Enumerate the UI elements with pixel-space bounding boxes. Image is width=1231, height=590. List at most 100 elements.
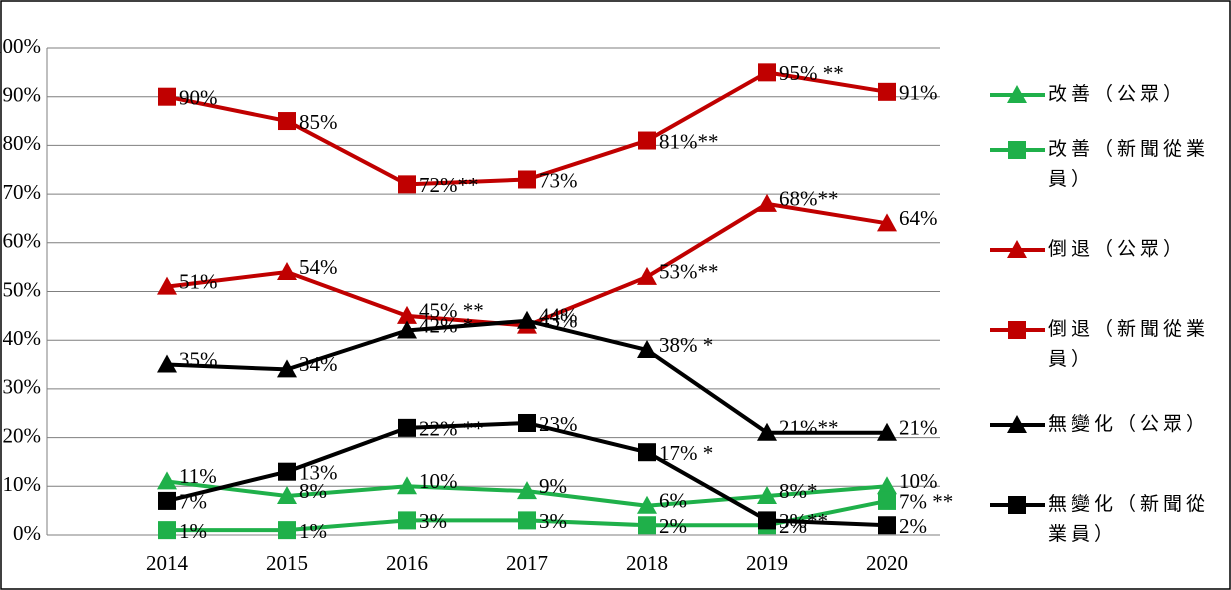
data-label: 1% (179, 519, 207, 543)
marker (877, 213, 897, 232)
x-tick-label: 2019 (746, 551, 788, 575)
y-tick-label: 30% (3, 375, 42, 399)
data-label: 34% (299, 352, 338, 376)
legend-label: 倒退（新聞從業員） (1048, 319, 1210, 370)
marker (398, 418, 416, 437)
marker (637, 266, 657, 285)
marker (1007, 85, 1027, 103)
data-label: 22% ** (419, 417, 484, 441)
y-tick-label: 50% (3, 277, 42, 301)
y-tick-label: 90% (3, 83, 42, 107)
marker (157, 471, 177, 490)
y-tick-label: 10% (3, 472, 42, 496)
marker (517, 310, 537, 329)
marker (877, 476, 897, 495)
legend-item: 改善（公眾） (1048, 84, 1187, 105)
data-label: 64% (899, 206, 938, 230)
series-line (166, 201, 888, 328)
y-tick-label: 0% (13, 521, 41, 545)
data-label: 8% (299, 479, 327, 503)
data-label: 13% (299, 461, 338, 485)
marker (638, 443, 656, 462)
data-label: 73% (539, 168, 578, 192)
y-tick-label: 100% (0, 34, 41, 58)
data-label: 3% (419, 509, 447, 533)
data-label: 54% (299, 255, 338, 279)
marker (757, 486, 777, 505)
data-label: 10% (419, 469, 458, 493)
x-tick-label: 2014 (146, 551, 189, 575)
marker (1007, 415, 1027, 433)
data-label: 91% (899, 81, 938, 105)
data-label: 2% (779, 514, 807, 538)
legend-item: 無變化（新聞從業員） (1048, 494, 1210, 545)
legend-label: 改善（公眾） (1048, 84, 1187, 105)
data-label: 23% (539, 412, 578, 436)
marker (278, 112, 296, 131)
data-label: 44% (539, 304, 578, 328)
marker (1008, 496, 1026, 514)
marker (638, 516, 656, 535)
data-label: 6% (659, 489, 687, 513)
marker (278, 521, 296, 540)
data-label: 3% (539, 509, 567, 533)
data-label: 85% (299, 110, 338, 134)
data-label: 68%** (779, 187, 839, 211)
data-label: 21% (899, 416, 938, 440)
x-tick-label: 2016 (386, 551, 428, 575)
legend-item: 倒退（新聞從業員） (1048, 319, 1210, 370)
marker (1008, 141, 1026, 159)
data-label: 3%** (779, 509, 828, 533)
legend-label: 無變化（新聞從業員） (1048, 494, 1210, 545)
data-label: 10% (899, 469, 938, 493)
data-label: 72%** (419, 173, 479, 197)
y-tick-label: 80% (3, 131, 42, 155)
marker (398, 175, 416, 194)
data-label: 8%* (779, 479, 818, 503)
legend-label: 倒退（公眾） (1048, 239, 1187, 260)
marker (758, 511, 776, 530)
marker (1007, 240, 1027, 258)
data-label: 42% * (419, 313, 473, 337)
x-tick-label: 2018 (626, 551, 668, 575)
legend-label: 改善（新聞從業員） (1048, 139, 1210, 190)
marker (878, 82, 896, 101)
data-label: 35% (179, 347, 218, 371)
marker (518, 511, 536, 530)
legend-item: 倒退（公眾） (1048, 239, 1187, 260)
data-label: 38% * (659, 333, 713, 357)
marker (157, 354, 177, 373)
x-tick-label: 2017 (506, 551, 548, 575)
marker (518, 413, 536, 432)
marker (158, 521, 176, 540)
x-tick-label: 2020 (866, 551, 908, 575)
data-label: 21%** (779, 416, 839, 440)
data-label: 7% ** (899, 490, 953, 514)
y-tick-label: 40% (3, 326, 42, 350)
marker (158, 491, 176, 510)
marker (277, 359, 297, 378)
series-line (166, 70, 888, 187)
marker (757, 193, 777, 212)
legend-label: 無變化（公眾） (1048, 414, 1210, 435)
data-label: 2% (899, 514, 927, 538)
marker (157, 276, 177, 295)
data-label: 9% (539, 474, 567, 498)
marker (758, 63, 776, 82)
data-label: 7% (179, 490, 207, 514)
marker (277, 486, 297, 505)
data-label: 53%** (659, 260, 719, 284)
marker (397, 320, 417, 339)
marker (638, 131, 656, 150)
marker (518, 170, 536, 189)
legend-item: 無變化（公眾） (1048, 414, 1210, 435)
marker (517, 481, 537, 500)
marker (158, 87, 176, 106)
marker (878, 516, 896, 535)
data-label: 2% (659, 514, 687, 538)
data-label: 45% ** (419, 299, 484, 323)
y-tick-label: 20% (3, 423, 42, 447)
y-tick-label: 70% (3, 180, 42, 204)
